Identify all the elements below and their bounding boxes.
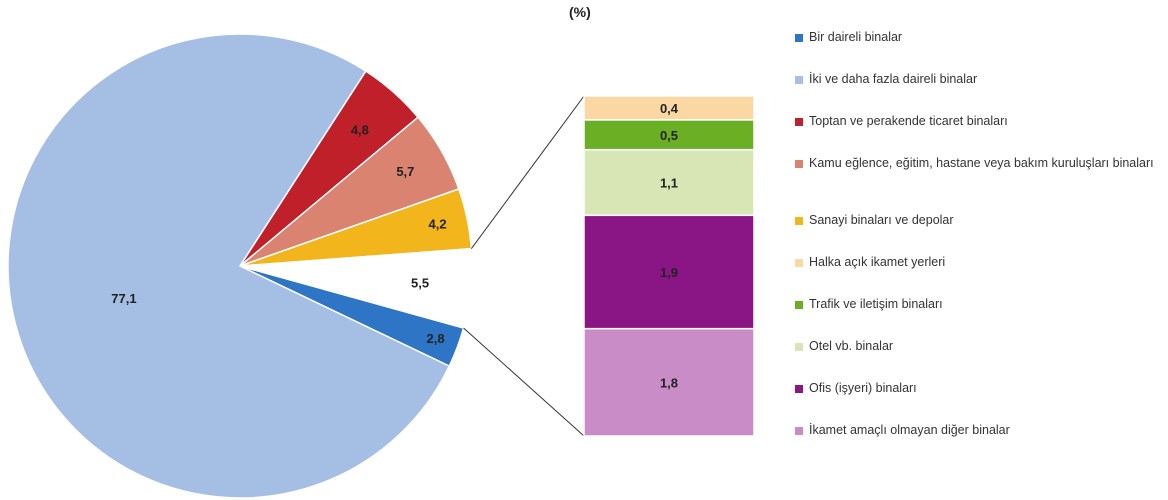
- pie-value-label: 2,8: [426, 331, 444, 346]
- legend-swatch: [795, 34, 803, 42]
- bar-value-label: 1,1: [660, 175, 678, 190]
- legend-label: Kamu eğlence, eğitim, hastane veya bakım…: [809, 156, 1154, 170]
- pie-value-label: 4,8: [351, 122, 369, 137]
- bar-value-label: 1,8: [660, 375, 678, 390]
- connector-line-top: [470, 95, 585, 249]
- legend-swatch: [795, 76, 803, 84]
- legend-item-halka-acik-ikamet-yerleri: Halka açık ikamet yerleri: [795, 255, 945, 270]
- bar-segment-otel-vb-binalar: [583, 148, 755, 217]
- pie-slice-i-ki-ve-daha-fazla-daireli-binalar: [7, 33, 451, 499]
- legend-item-trafik-ve-iletisim-binalari: Trafik ve iletişim binaları: [795, 297, 943, 312]
- bar-value-label: 0,4: [660, 101, 679, 116]
- unit-label: (%): [569, 4, 591, 20]
- pie-value-label: 4,2: [429, 217, 447, 232]
- legend-item-i-ki-ve-daha-fazla-daireli-binalar: İki ve daha fazla daireli binalar: [795, 72, 977, 87]
- legend-swatch: [795, 385, 803, 393]
- legend-swatch: [795, 217, 803, 225]
- legend-item-kamu-eglence-egitim-hastane-veya-bakim-kuruluslari-binalari: Kamu eğlence, eğitim, hastane veya bakım…: [795, 156, 1154, 171]
- stacked-bar-group: 1,8 1,9 1,1 0,5 0,4: [583, 95, 755, 437]
- legend-swatch: [795, 259, 803, 267]
- legend-item-sanayi-binalari-ve-depolar: Sanayi binaları ve depolar: [795, 213, 954, 228]
- legend-item-ofis-isyeri-binalari: Ofis (işyeri) binaları: [795, 381, 917, 396]
- legend-label: İkamet amaçlı olmayan diğer binalar: [809, 423, 1010, 437]
- legend-swatch: [795, 301, 803, 309]
- bar-segment-halka-acik-ikamet-yerleri: [583, 95, 755, 121]
- legend-item-toptan-ve-perakende-ticaret-binalari: Toptan ve perakende ticaret binaları: [795, 114, 1008, 129]
- legend-item-bir-daireli-binalar: Bir daireli binalar: [795, 30, 902, 45]
- legend-label: Ofis (işyeri) binaları: [809, 381, 917, 395]
- legend-label: İki ve daha fazla daireli binalar: [809, 72, 978, 86]
- bar-value-label: 1,9: [660, 265, 678, 280]
- legend-label: Bir daireli binalar: [809, 30, 903, 44]
- legend-item-i-kamet-amacli-olmayan-diger-binalar: İkamet amaçlı olmayan diğer binalar: [795, 423, 1010, 438]
- pie-group: 2,8 77,1 4,8 5,7 4,2 5,5: [7, 33, 473, 499]
- connector-line-bottom: [463, 327, 585, 437]
- bar-value-label: 0,5: [660, 128, 678, 143]
- bar-segment-trafik-ve-iletisim-binalari: [583, 119, 755, 151]
- connector-group: [463, 95, 585, 437]
- pie-value-label: 5,7: [396, 164, 414, 179]
- pie-slice-diger: [239, 247, 473, 329]
- legend-label: Trafik ve iletişim binaları: [809, 297, 943, 311]
- legend-item-otel-vb-binalar: Otel vb. binalar: [795, 339, 893, 354]
- pie-value-label: 5,5: [411, 276, 429, 291]
- legend-label: Halka açık ikamet yerleri: [809, 255, 946, 269]
- legend-swatch: [795, 118, 803, 126]
- legend-label: Otel vb. binalar: [809, 339, 894, 353]
- legend-swatch: [795, 343, 803, 351]
- legend-label: Toptan ve perakende ticaret binaları: [809, 114, 1008, 128]
- legend-swatch: [795, 160, 803, 168]
- pie-value-label: 77,1: [111, 291, 136, 306]
- legend-label: Sanayi binaları ve depolar: [809, 213, 954, 227]
- legend-swatch: [795, 427, 803, 435]
